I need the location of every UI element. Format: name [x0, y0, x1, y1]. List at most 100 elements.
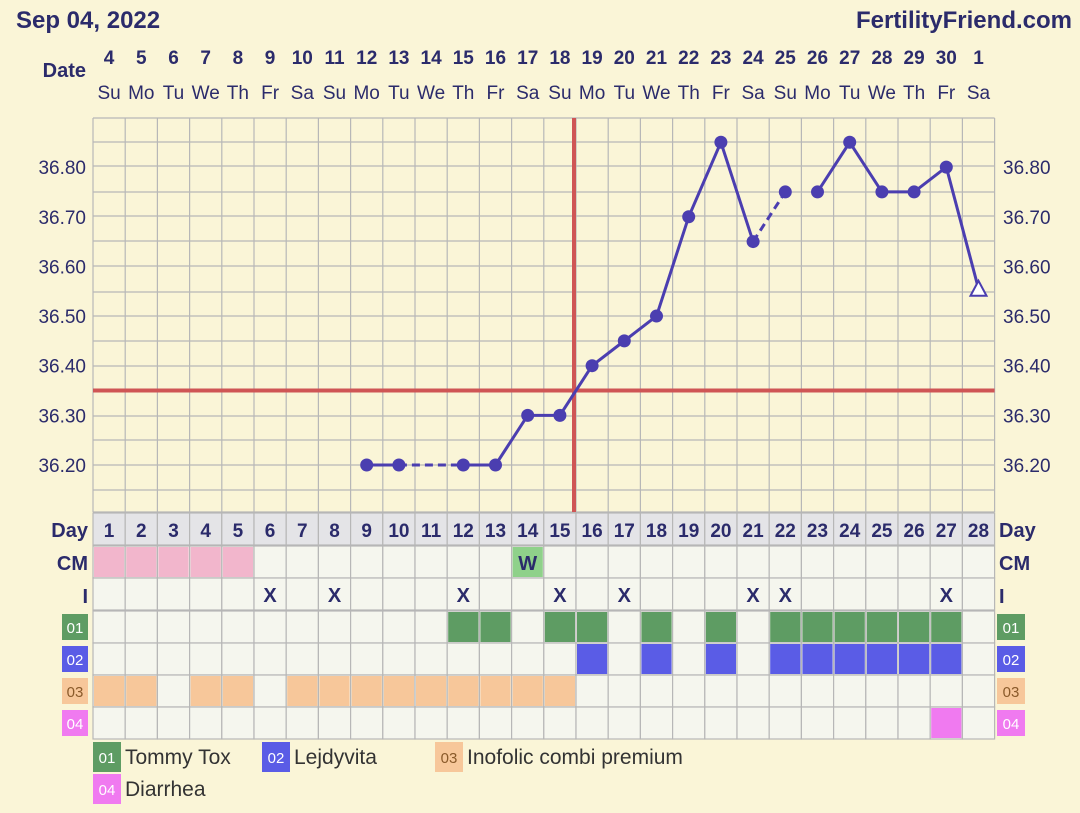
- day-row-label: Day: [51, 520, 89, 542]
- table-cell: [156, 674, 191, 708]
- row-badge-right: [997, 614, 1025, 640]
- temperature-line: [463, 138, 755, 467]
- table-cell: [961, 674, 996, 708]
- table-cell: [575, 512, 609, 546]
- table-cell: [607, 642, 642, 676]
- intercourse-mark: X: [746, 585, 760, 607]
- date-label: 1: [973, 48, 984, 69]
- table-cell: [221, 512, 255, 546]
- table-cell: [350, 512, 384, 546]
- table-cell: [543, 512, 577, 546]
- table-cell: [446, 642, 481, 676]
- table-cell: [961, 577, 996, 611]
- legend-label: Inofolic combi premium: [467, 746, 683, 769]
- date-label: 4: [104, 48, 115, 69]
- row-01-cell: [899, 612, 930, 642]
- temperature-point: [585, 359, 599, 373]
- table-cell: [92, 610, 126, 644]
- table-cell: [607, 706, 642, 740]
- table-cell: [317, 706, 352, 740]
- y-tick-left: 36.30: [38, 406, 86, 427]
- table-cell: [607, 512, 642, 546]
- weekday-label: Fr: [487, 83, 506, 104]
- row-03-cell: [287, 676, 318, 706]
- table-cell: [800, 512, 835, 546]
- table-cell: [221, 577, 255, 611]
- intercourse-mark: X: [779, 585, 793, 607]
- table-cell: [543, 577, 577, 611]
- row-02-cell: [641, 644, 672, 674]
- row-02-cell: [705, 644, 736, 674]
- table-cell: [221, 642, 255, 676]
- table-cell: [221, 610, 255, 644]
- table-cell: [768, 577, 803, 611]
- table-cell: [478, 545, 513, 579]
- legend-swatch: [262, 742, 290, 772]
- date-label: 7: [200, 48, 211, 69]
- weekday-label: Tu: [163, 83, 184, 104]
- temperature-point: [553, 408, 567, 422]
- table-cell: [865, 545, 899, 579]
- weekday-label: Sa: [741, 83, 765, 104]
- table-cell: [800, 577, 835, 611]
- row-03-cell: [351, 676, 382, 706]
- date-label: 8: [233, 48, 244, 69]
- table-cell: [253, 674, 287, 708]
- cycle-day-label: 27: [936, 521, 957, 542]
- table-cell: [285, 706, 320, 740]
- table-cell: [800, 706, 835, 740]
- weekday-label: Tu: [614, 83, 635, 104]
- weekday-label: Fr: [261, 83, 280, 104]
- y-tick-left: 36.20: [38, 456, 86, 477]
- date-label: 29: [904, 48, 925, 69]
- table-cell: [446, 577, 481, 611]
- table-cell: [671, 674, 706, 708]
- table-cell: [253, 545, 287, 579]
- period-cell: [94, 547, 125, 577]
- weekday-label: Th: [903, 83, 925, 104]
- table-cell: [189, 512, 223, 546]
- legend-key: 04: [99, 782, 116, 799]
- date-label: 19: [582, 48, 603, 69]
- cycle-day-label: 1: [104, 521, 115, 542]
- table-cell: [639, 545, 674, 579]
- table-cell: [865, 706, 899, 740]
- table-cell: [768, 706, 803, 740]
- temperature-point: [811, 185, 824, 199]
- cycle-day-label: 21: [743, 521, 765, 542]
- row-03-cell: [416, 676, 447, 706]
- table-cell: [897, 512, 931, 546]
- weekday-label: Su: [323, 83, 346, 104]
- row-03-cell: [319, 676, 350, 706]
- table-cell: [929, 674, 964, 708]
- row-badge-left: [62, 646, 88, 672]
- row-badge-right-label: 04: [1003, 716, 1020, 733]
- row-03-cell: [94, 676, 125, 706]
- table-cell: [704, 577, 738, 611]
- table-cell: [929, 545, 964, 579]
- row-01-cell: [448, 612, 479, 642]
- table-cell: [350, 642, 384, 676]
- table-cell: [607, 577, 642, 611]
- cycle-day-label: 4: [200, 521, 211, 542]
- table-cell: [832, 545, 867, 579]
- cycle-day-label: 22: [775, 521, 796, 542]
- row-badge-right-label: 02: [1003, 652, 1020, 669]
- intercourse-row-label: I: [82, 586, 88, 608]
- cycle-day-label: 26: [904, 521, 925, 542]
- weekday-label: Fr: [712, 83, 731, 104]
- legend-swatch: [93, 742, 121, 772]
- cycle-day-label: 17: [614, 521, 635, 542]
- table-cell: [511, 610, 545, 644]
- cm-label: W: [518, 553, 537, 575]
- cycle-day-label: 25: [871, 521, 893, 542]
- weekday-label: Mo: [353, 83, 379, 104]
- row-03-cell: [512, 676, 543, 706]
- table-cell: [350, 706, 384, 740]
- row-02-cell: [931, 644, 962, 674]
- table-cell: [478, 706, 513, 740]
- legend-swatch: [93, 774, 121, 804]
- row-03-cell: [222, 676, 253, 706]
- table-cell: [189, 610, 223, 644]
- table-cell: [92, 512, 126, 546]
